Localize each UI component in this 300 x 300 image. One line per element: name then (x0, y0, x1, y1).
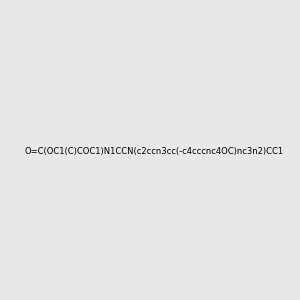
Text: O=C(OC1(C)COC1)N1CCN(c2ccn3cc(-c4cccnc4OC)nc3n2)CC1: O=C(OC1(C)COC1)N1CCN(c2ccn3cc(-c4cccnc4O… (24, 147, 283, 156)
